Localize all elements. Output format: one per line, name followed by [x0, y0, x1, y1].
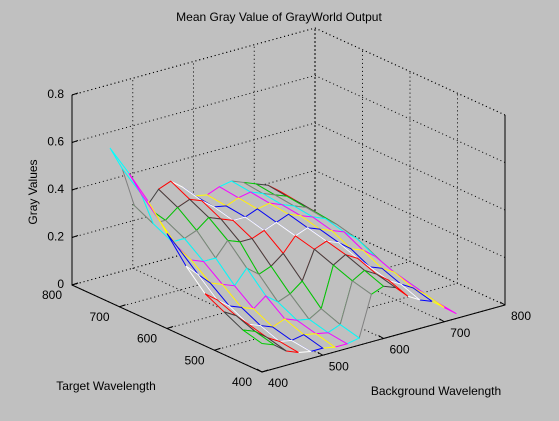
- z-tick: [71, 235, 79, 238]
- x-tick: [317, 351, 324, 356]
- y-tick: [166, 326, 174, 329]
- z-tick: [71, 92, 79, 96]
- grid-line: [132, 78, 323, 356]
- x-tick: [256, 368, 263, 373]
- x-tick-label: 600: [390, 343, 410, 357]
- mesh-cell: [242, 329, 275, 346]
- x-tick: [499, 301, 506, 306]
- x-tick: [438, 318, 445, 323]
- y-axis-label: Target Wavelength: [56, 379, 156, 393]
- z-tick-label: 0.2: [47, 230, 64, 244]
- y-tick: [214, 347, 221, 351]
- box-line: [314, 27, 506, 116]
- chart-title: Mean Gray Value of GrayWorld Output: [176, 10, 382, 24]
- x-tick-label: 800: [511, 309, 531, 323]
- z-axis-label: Gray Values: [26, 159, 40, 224]
- z-tick-label: 0.8: [47, 87, 64, 101]
- y-tick-label: 800: [42, 288, 62, 302]
- grid-line: [71, 122, 506, 211]
- z-tick: [71, 140, 79, 143]
- z-tick-label: 0.6: [47, 135, 64, 149]
- y-tick: [119, 304, 126, 308]
- x-tick-label: 500: [329, 359, 349, 373]
- y-tick-label: 700: [89, 310, 109, 324]
- x-axis-label: Background Wavelength: [371, 384, 501, 398]
- y-tick-label: 500: [184, 353, 204, 367]
- x-tick-label: 700: [450, 326, 470, 340]
- y-tick: [261, 369, 269, 373]
- y-tick-label: 600: [137, 332, 157, 346]
- z-tick-label: 0: [57, 277, 64, 291]
- x-tick: [378, 335, 384, 339]
- y-tick: [71, 282, 79, 286]
- z-tick-label: 0.4: [47, 182, 64, 196]
- x-tick-label: 400: [268, 376, 288, 390]
- y-tick-label: 400: [232, 375, 252, 389]
- z-tick: [71, 187, 79, 191]
- grid-line: [71, 74, 506, 163]
